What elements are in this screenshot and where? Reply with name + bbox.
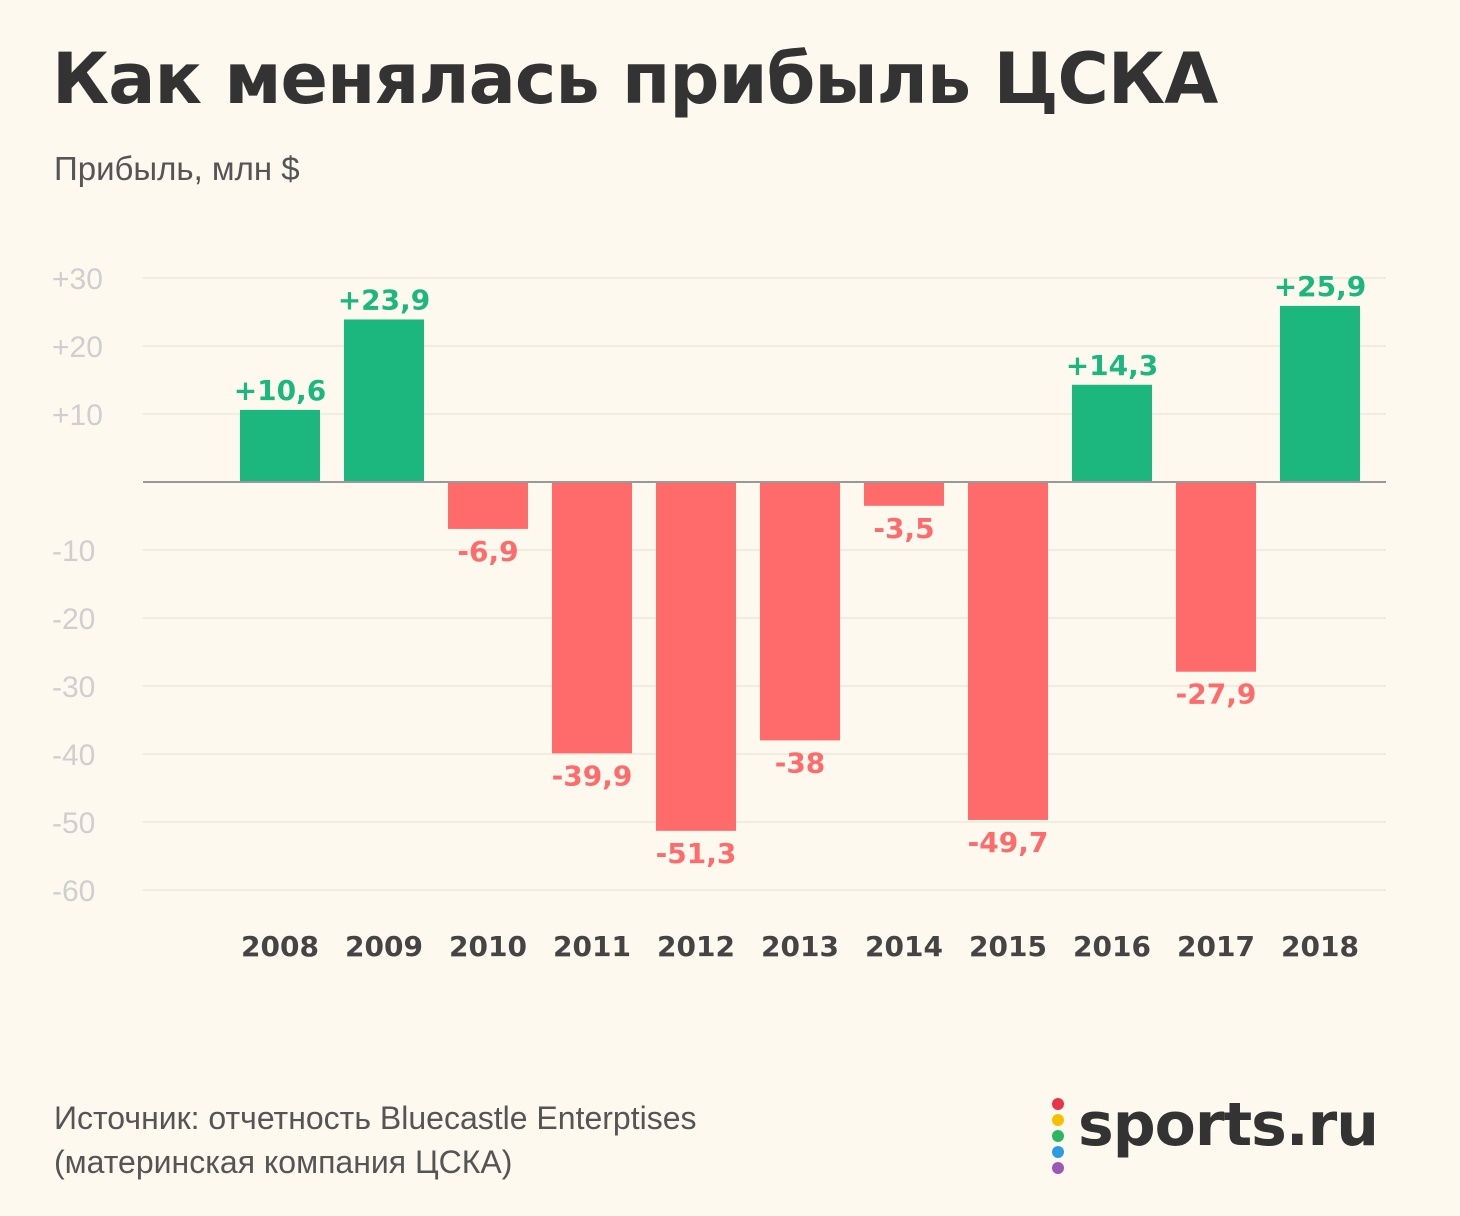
x-tick-label-2009: 2009: [345, 930, 423, 963]
data-label-2018: +25,9: [1274, 270, 1367, 303]
x-tick-label-2016: 2016: [1073, 930, 1151, 963]
bars: [240, 305, 1360, 831]
x-tick-label-2011: 2011: [553, 930, 631, 963]
y-tick-label: +30: [52, 263, 103, 296]
y-tick-label: -40: [52, 739, 95, 772]
data-label-2011: -39,9: [552, 759, 633, 792]
source-note: Источник: отчетность Bluecastle Enterpti…: [54, 1096, 697, 1184]
bar-2010: [448, 482, 528, 529]
bar-2017: [1176, 482, 1256, 672]
data-label-2008: +10,6: [234, 374, 327, 407]
bar-2009: [344, 319, 424, 482]
logo-dot-red: [1052, 1098, 1064, 1110]
bar-2011: [552, 482, 632, 754]
chart-title: Как менялась прибыль ЦСКА: [52, 38, 1218, 120]
bar-2015: [968, 482, 1048, 820]
logo-dots: [1050, 1096, 1066, 1176]
x-tick-label-2013: 2013: [761, 930, 839, 963]
x-tick-label-2015: 2015: [969, 930, 1047, 963]
y-tick-label: -10: [52, 535, 95, 568]
data-label-2013: -38: [775, 746, 826, 779]
chart-subtitle: Прибыль, млн $: [54, 150, 300, 187]
logo-dot-purple: [1052, 1162, 1064, 1174]
y-tick-label: -50: [52, 807, 95, 840]
logo-dot-blue: [1052, 1146, 1064, 1158]
source-line-1: Источник: отчетность Bluecastle Enterpti…: [54, 1100, 697, 1136]
logo-dot-yellow: [1052, 1114, 1064, 1126]
x-tick-label-2018: 2018: [1281, 930, 1359, 963]
y-tick-label: -30: [52, 671, 95, 704]
source-line-2: (материнская компания ЦСКА): [54, 1144, 513, 1180]
x-axis-ticks: 2008 2009 2010 2011 2012 2013 2014 2015 2016 2017…: [241, 930, 1359, 963]
sports-ru-logo: sports.ru: [1050, 1090, 1390, 1176]
bar-2012: [656, 482, 736, 831]
bar-2016: [1072, 384, 1152, 482]
logo-dot-green: [1052, 1130, 1064, 1142]
data-label-2016: +14,3: [1066, 349, 1159, 382]
x-tick-label-2014: 2014: [865, 930, 943, 963]
y-tick-label: -20: [52, 603, 95, 636]
y-tick-label: +20: [52, 331, 103, 364]
y-tick-label: +10: [52, 399, 103, 432]
x-tick-label-2012: 2012: [657, 930, 735, 963]
data-labels: +10,6 +23,9 -6,9 -39,9 -51,3 -38 -3,5 -49,7 +14,…: [234, 270, 1367, 870]
data-label-2015: -49,7: [968, 826, 1049, 859]
data-label-2012: -51,3: [656, 837, 737, 870]
bar-2008: [240, 409, 320, 482]
data-label-2010: -6,9: [457, 535, 518, 568]
data-label-2009: +23,9: [338, 283, 431, 316]
logo-text: sports.ru: [1078, 1090, 1379, 1160]
y-axis-ticks: +30 +20 +10 -10 -20 -30 -40 -50 -60: [52, 263, 103, 908]
bar-2018: [1280, 305, 1360, 482]
y-tick-label: -60: [52, 875, 95, 908]
data-label-2014: -3,5: [873, 512, 934, 545]
x-tick-label-2008: 2008: [241, 930, 319, 963]
bar-2014: [864, 482, 944, 506]
bar-chart: +30 +20 +10 -10 -20 -30 -40 -50 -60 +10,6 +23,9 -6…: [52, 263, 1386, 963]
x-tick-label-2017: 2017: [1177, 930, 1255, 963]
bar-2013: [760, 482, 840, 741]
x-tick-label-2010: 2010: [449, 930, 527, 963]
data-label-2017: -27,9: [1176, 678, 1257, 711]
